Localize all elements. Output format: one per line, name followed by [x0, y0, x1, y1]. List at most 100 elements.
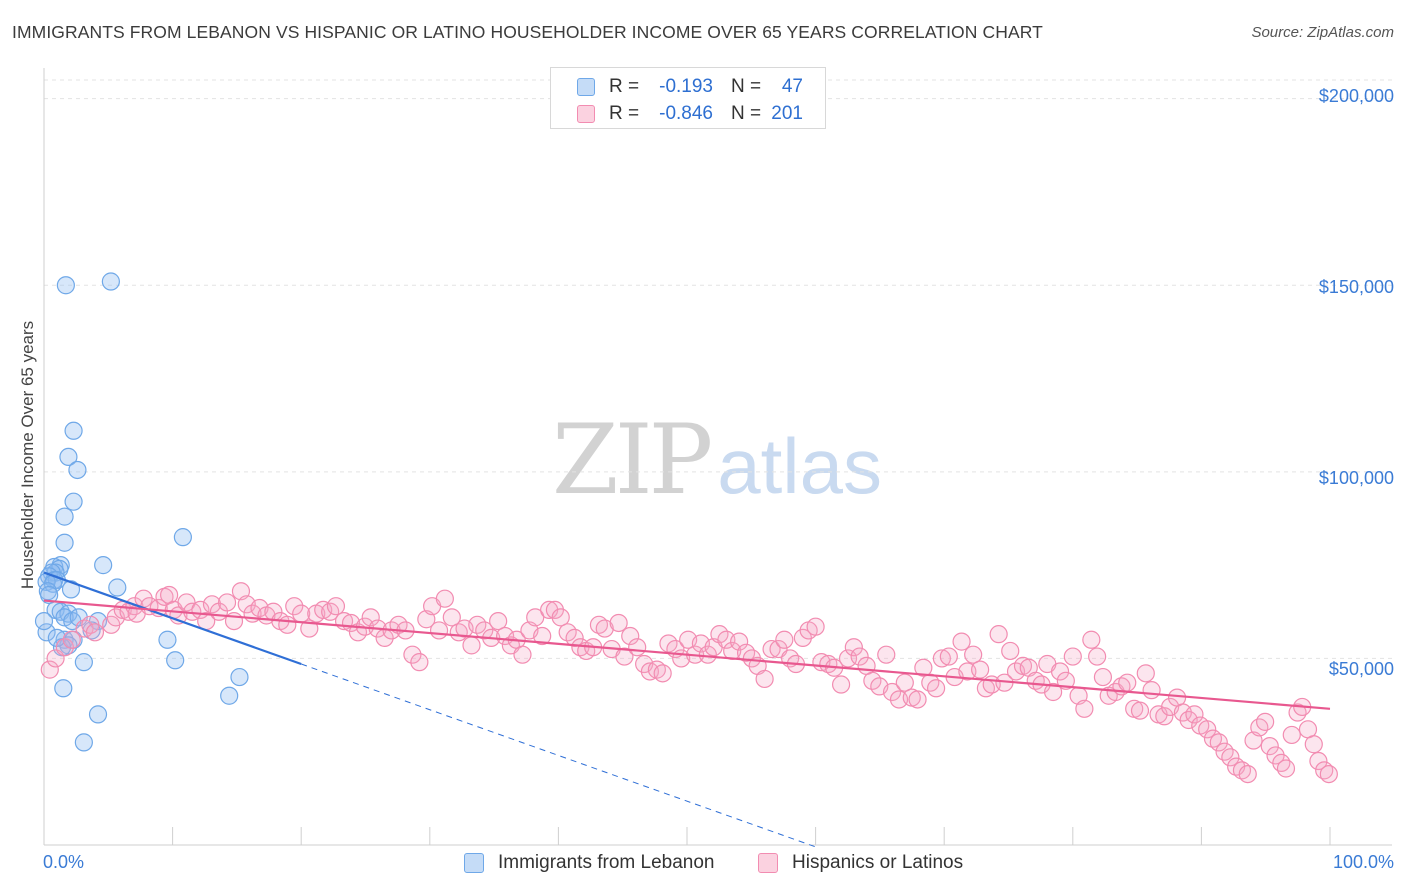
point-hispanic — [1304, 735, 1323, 754]
point-lebanon — [64, 492, 83, 511]
point-hispanic — [964, 645, 983, 664]
point-lebanon — [74, 733, 93, 752]
y-tick-label: $50,000 — [1328, 659, 1394, 679]
source-label: Source: ZipAtlas.com — [1251, 24, 1394, 41]
point-hispanic — [533, 626, 552, 646]
point-lebanon — [34, 611, 54, 631]
point-hispanic — [595, 619, 614, 638]
point-hispanic — [250, 598, 269, 618]
legend-swatch-pink — [577, 105, 595, 123]
point-hispanic — [850, 647, 869, 666]
point-hispanic — [628, 638, 647, 657]
point-hispanic — [1050, 662, 1070, 681]
point-hispanic — [435, 589, 454, 608]
point-hispanic — [1118, 673, 1137, 692]
point-hispanic — [1238, 764, 1257, 784]
point-hispanic — [1256, 712, 1275, 731]
point-hispanic — [1088, 647, 1107, 666]
legend-r-label: R = — [609, 103, 640, 124]
y-axis-label: Householder Income Over 65 years — [18, 320, 37, 590]
legend-n-label: N = — [731, 76, 762, 97]
legend-label: Immigrants from Lebanon — [498, 852, 715, 873]
point-lebanon — [108, 578, 127, 597]
point-hispanic — [551, 608, 570, 627]
point-hispanic — [1082, 630, 1101, 649]
point-hispanic — [952, 632, 971, 651]
point-hispanic — [615, 647, 634, 666]
watermark: ZIP atlas — [552, 404, 882, 516]
point-hispanic — [526, 608, 545, 627]
point-hispanic — [462, 636, 481, 655]
chart-title: IMMIGRANTS FROM LEBANON VS HISPANIC OR L… — [12, 22, 1043, 42]
point-hispanic — [653, 664, 672, 683]
point-hispanic — [1056, 671, 1075, 690]
point-lebanon — [88, 705, 108, 724]
point-hispanic — [442, 608, 461, 627]
point-hispanic — [1063, 647, 1082, 666]
point-hispanic — [939, 647, 958, 666]
point-hispanic — [1130, 701, 1150, 720]
point-lebanon — [74, 653, 93, 672]
trendline-lebanon — [43, 571, 302, 666]
point-hispanic — [895, 673, 914, 692]
point-hispanic — [1282, 725, 1301, 745]
point-hispanic — [838, 649, 858, 668]
point-lebanon — [37, 623, 56, 642]
point-hispanic — [1044, 682, 1063, 702]
point-lebanon — [94, 556, 113, 575]
point-hispanic — [1093, 667, 1113, 687]
point-hispanic — [177, 593, 196, 612]
point-hispanic — [278, 615, 297, 634]
point-lebanon — [101, 272, 120, 291]
point-lebanon — [61, 580, 81, 599]
point-lebanon — [64, 421, 83, 440]
x-tick-label: 0.0% — [43, 852, 85, 872]
point-hispanic — [40, 660, 59, 679]
point-lebanon — [55, 507, 74, 526]
point-hispanic — [429, 621, 449, 640]
correlation-legend: R = -0.193 N = 47 R = -0.846 N = 201 — [550, 67, 826, 129]
legend-n-label: N = — [731, 103, 762, 124]
point-hispanic — [877, 645, 896, 664]
point-hispanic — [489, 611, 508, 631]
y-tick-label: $200,000 — [1318, 86, 1394, 106]
y-tick-label: $100,000 — [1318, 468, 1394, 488]
point-hispanic — [361, 608, 380, 627]
point-hispanic — [1198, 720, 1217, 739]
point-hispanic — [326, 597, 346, 616]
point-hispanic — [475, 621, 494, 640]
legend-n-value: 47 — [781, 76, 803, 97]
point-hispanic — [1001, 641, 1020, 661]
point-lebanon — [173, 528, 192, 547]
point-hispanic — [1209, 733, 1228, 752]
point-hispanic — [926, 679, 946, 698]
point-hispanic — [202, 595, 222, 614]
point-hispanic — [55, 638, 74, 657]
point-lebanon — [166, 651, 185, 670]
legend-swatch-blue — [577, 78, 595, 96]
point-hispanic — [989, 625, 1008, 644]
legend-row-lebanon: R = -0.193 N = 47 — [551, 74, 825, 100]
point-hispanic — [1075, 699, 1094, 718]
point-hispanic — [609, 613, 628, 633]
legend-row-hispanic: R = -0.846 N = 201 — [551, 101, 825, 127]
point-hispanic — [1155, 707, 1174, 726]
point-hispanic — [62, 630, 81, 649]
point-hispanic — [1260, 737, 1279, 756]
legend-r-value: -0.193 — [659, 76, 713, 97]
point-hispanic — [403, 645, 422, 664]
point-hispanic — [621, 626, 640, 646]
trendline-hispanic — [43, 599, 1331, 710]
legend-r-value: -0.846 — [659, 103, 713, 124]
point-hispanic — [1221, 748, 1240, 767]
point-hispanic — [1319, 764, 1338, 784]
x-tick-label: 100.0% — [1332, 852, 1394, 872]
point-hispanic — [844, 638, 863, 657]
watermark-zip: ZIP — [552, 404, 713, 516]
point-hispanic — [1276, 759, 1296, 778]
point-lebanon — [68, 460, 87, 480]
point-hispanic — [125, 597, 144, 616]
point-hispanic — [755, 669, 774, 689]
point-hispanic — [730, 632, 749, 651]
